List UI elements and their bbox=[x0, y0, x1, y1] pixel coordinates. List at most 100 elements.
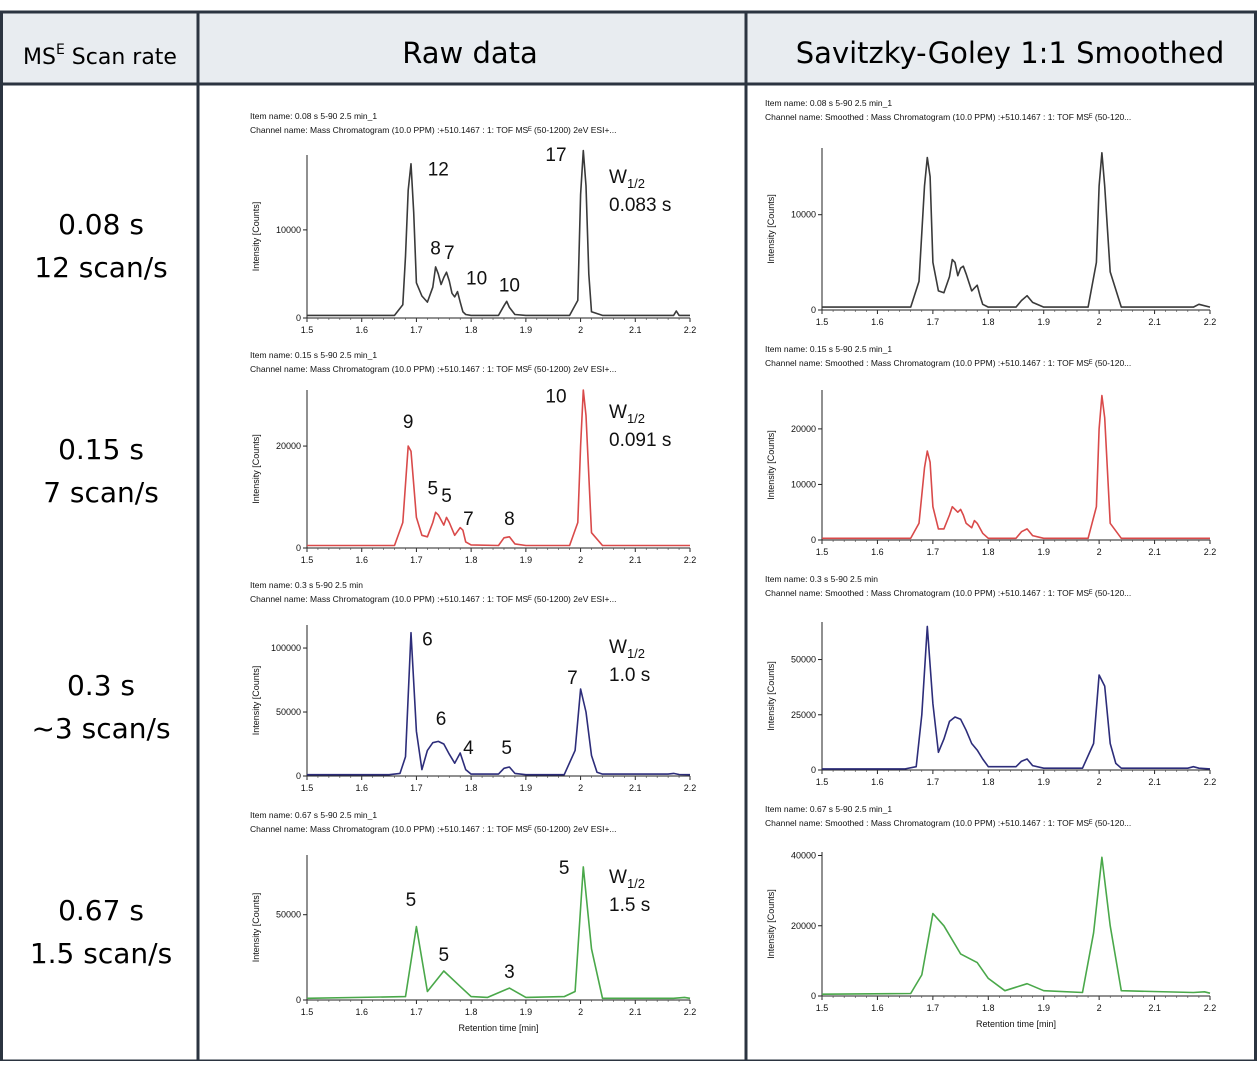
chart-sm-3: Item name: 0.67 s 5-90 2.5 min_1 Channel … bbox=[765, 804, 1216, 1029]
x-tick-label: 2.2 bbox=[684, 1007, 697, 1017]
scan-count-label: 8 bbox=[504, 509, 515, 530]
data-point bbox=[963, 514, 965, 516]
y-tick-label: 10000 bbox=[791, 210, 816, 220]
data-point bbox=[405, 756, 407, 758]
data-point bbox=[915, 766, 917, 768]
scan-count-label: 7 bbox=[444, 243, 455, 264]
chart-channel-name: Channel name: Mass Chromatogram (10.0 PP… bbox=[250, 125, 617, 135]
data-point bbox=[602, 315, 604, 317]
scan-count-label: 5 bbox=[559, 858, 570, 879]
half-width-w: W bbox=[609, 167, 627, 188]
y-tick-label: 50000 bbox=[791, 655, 816, 665]
x-tick-label: 1.8 bbox=[465, 555, 478, 565]
header-smoothed: Savitzky-Goley 1:1 Smoothed bbox=[796, 36, 1224, 70]
x-tick-label: 1.9 bbox=[520, 325, 533, 335]
data-point bbox=[976, 962, 978, 964]
chart-item-name: Item name: 0.67 s 5-90 2.5 min_1 bbox=[765, 804, 892, 814]
data-point bbox=[503, 537, 505, 539]
y-tick-label: 50000 bbox=[276, 910, 301, 920]
data-point bbox=[971, 743, 973, 745]
y-tick-label: 25000 bbox=[791, 710, 816, 720]
chart-channel-name: Channel name: Smoothed : Mass Chromatogr… bbox=[765, 588, 1131, 598]
data-point bbox=[929, 176, 931, 178]
x-tick-label: 2.2 bbox=[684, 555, 697, 565]
x-tick-label: 1.7 bbox=[410, 1007, 423, 1017]
x-tick-label: 2.1 bbox=[1148, 317, 1161, 327]
x-tick-label: 1.8 bbox=[982, 1003, 995, 1013]
header-raw-data: Raw data bbox=[402, 36, 538, 70]
data-point bbox=[514, 314, 516, 316]
data-point bbox=[952, 259, 954, 261]
half-width-value: 1.5 s bbox=[609, 895, 650, 916]
data-point bbox=[684, 997, 686, 999]
data-point bbox=[1026, 528, 1028, 530]
x-tick-label: 1.6 bbox=[355, 1007, 368, 1017]
data-point bbox=[514, 773, 516, 775]
data-point bbox=[591, 755, 593, 757]
y-tick-label: 0 bbox=[811, 991, 816, 1001]
data-point bbox=[427, 750, 429, 752]
x-tick-label: 2.1 bbox=[1148, 777, 1161, 787]
data-point bbox=[596, 771, 598, 773]
data-point bbox=[957, 511, 959, 513]
data-point bbox=[943, 292, 945, 294]
chart-channel-name: Channel name: Smoothed : Mass Chromatogr… bbox=[765, 358, 1131, 368]
data-point bbox=[1043, 306, 1045, 308]
data-point bbox=[1104, 185, 1106, 187]
data-point bbox=[580, 445, 582, 447]
data-point bbox=[1209, 768, 1211, 770]
data-point bbox=[689, 774, 691, 776]
chart-channel-name: Channel name: Mass Chromatogram (10.0 PP… bbox=[250, 594, 617, 604]
scan-count-label: 10 bbox=[466, 269, 487, 290]
x-tick-label: 1.7 bbox=[927, 547, 940, 557]
x-tick-label: 1.5 bbox=[816, 777, 829, 787]
data-point bbox=[976, 284, 978, 286]
series-line bbox=[822, 394, 1210, 540]
data-point bbox=[585, 711, 587, 713]
scan-count-label: 5 bbox=[406, 890, 417, 911]
data-point bbox=[979, 295, 981, 297]
data-point bbox=[821, 993, 823, 995]
y-axis-label: Intensity [Counts] bbox=[251, 666, 261, 736]
data-point bbox=[569, 545, 571, 547]
x-tick-label: 2 bbox=[1097, 777, 1102, 787]
data-point bbox=[1109, 271, 1111, 273]
data-point bbox=[388, 774, 390, 776]
data-point bbox=[402, 304, 404, 306]
y-tick-label: 0 bbox=[296, 771, 301, 781]
chart-item-name: Item name: 0.3 s 5-90 2.5 min bbox=[250, 580, 363, 590]
x-tick-label: 2.1 bbox=[629, 783, 642, 793]
data-point bbox=[1121, 306, 1123, 308]
row-label-time-2: 0.3 s bbox=[67, 669, 135, 702]
x-tick-label: 2.2 bbox=[1204, 1003, 1217, 1013]
x-tick-label: 1.6 bbox=[871, 1003, 884, 1013]
chart-item-name: Item name: 0.15 s 5-90 2.5 min_1 bbox=[250, 350, 377, 360]
data-point bbox=[449, 280, 451, 282]
y-tick-label: 20000 bbox=[276, 441, 301, 451]
x-tick-label: 2.1 bbox=[1148, 1003, 1161, 1013]
chart-raw-3: Item name: 0.67 s 5-90 2.5 min_1 Channel … bbox=[250, 810, 696, 1033]
data-point bbox=[506, 301, 508, 303]
data-point bbox=[1026, 295, 1028, 297]
x-tick-label: 1.7 bbox=[410, 555, 423, 565]
x-tick-label: 1.5 bbox=[301, 1007, 314, 1017]
y-tick-label: 0 bbox=[296, 995, 301, 1005]
data-point bbox=[1026, 758, 1028, 760]
data-point bbox=[1101, 152, 1103, 154]
data-point bbox=[673, 315, 675, 317]
data-point bbox=[585, 415, 587, 417]
data-point bbox=[952, 506, 954, 508]
data-point bbox=[470, 544, 472, 546]
data-point bbox=[1043, 767, 1045, 769]
x-tick-label: 1.8 bbox=[982, 547, 995, 557]
data-point bbox=[443, 743, 445, 745]
data-point bbox=[306, 998, 308, 1000]
x-tick-label: 2.1 bbox=[629, 1007, 642, 1017]
data-point bbox=[1098, 428, 1100, 430]
row-label-time-0: 0.08 s bbox=[58, 208, 144, 241]
scan-count-label: 5 bbox=[441, 486, 452, 507]
data-point bbox=[921, 974, 923, 976]
data-point bbox=[1098, 674, 1100, 676]
x-tick-label: 1.6 bbox=[871, 317, 884, 327]
